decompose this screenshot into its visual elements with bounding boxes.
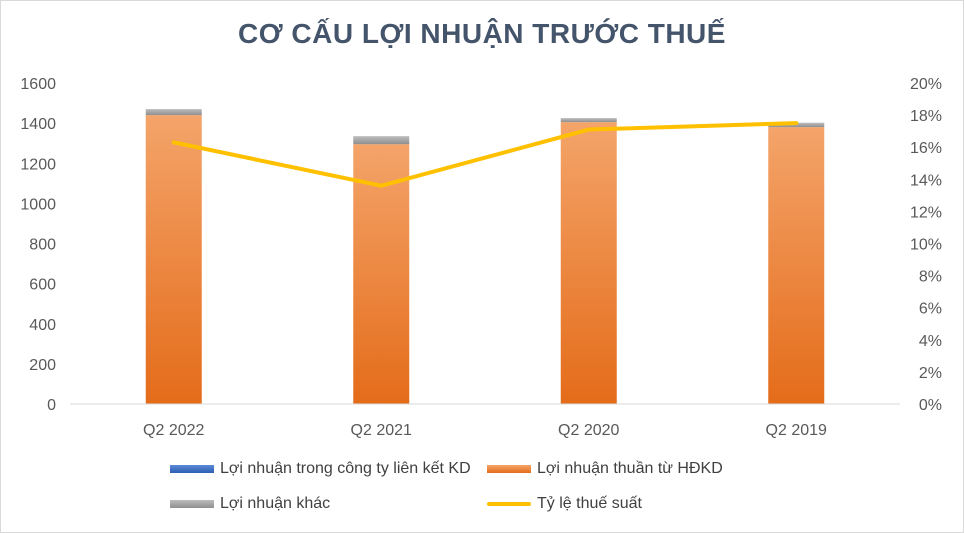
y-tick-label: 400 — [29, 317, 56, 334]
legend-label-other-profit: Lợi nhuận khác — [220, 495, 331, 512]
legend-item-tax-rate: Tỷ lệ thuế suất — [487, 495, 642, 513]
chart-title: CƠ CẤU LỢI NHUẬN TRƯỚC THUẾ — [238, 18, 726, 49]
bar-2-q2-2020 — [560, 118, 617, 123]
y2-tick-label: 12% — [910, 204, 942, 221]
legend-swatch-tax-rate — [487, 502, 531, 506]
bar-1-q2-2022 — [145, 115, 202, 404]
legend-item-operating-profit: Lợi nhuận thuần từ HĐKD — [487, 460, 723, 478]
y2-tick-label: 20% — [910, 76, 942, 93]
y2-tick-label: 2% — [919, 365, 942, 382]
bar-2-q2-2021 — [353, 136, 410, 145]
x-tick-label: Q2 2021 — [351, 422, 412, 439]
y-tick-label: 200 — [29, 357, 56, 374]
y-tick-label: 800 — [29, 237, 56, 254]
legend-item-other-profit: Lợi nhuận khác — [170, 495, 330, 513]
y2-tick-label: 10% — [910, 237, 942, 254]
y-tick-label: 0 — [47, 397, 56, 414]
y-tick-label: 600 — [29, 277, 56, 294]
y-tick-label: 1600 — [20, 76, 56, 93]
y-tick-label: 1200 — [20, 156, 56, 173]
legend-label-tax-rate: Tỷ lệ thuế suất — [537, 495, 642, 512]
x-tick-label: Q2 2022 — [143, 422, 204, 439]
legend-swatch-other-profit — [170, 500, 214, 508]
x-tick-label: Q2 2019 — [766, 422, 827, 439]
bar-2-q2-2022 — [145, 109, 202, 116]
legend-label-associates: Lợi nhuận trong công ty liên kết KD — [220, 460, 471, 477]
y2-tick-label: 4% — [919, 333, 942, 350]
y-tick-label: 1000 — [20, 196, 56, 213]
x-tick-label: Q2 2020 — [558, 422, 619, 439]
bar-1-q2-2020 — [560, 122, 617, 404]
y2-tick-label: 6% — [919, 301, 942, 318]
y2-tick-label: 8% — [919, 269, 942, 286]
legend-item-associates: Lợi nhuận trong công ty liên kết KD — [170, 460, 471, 478]
y2-tick-label: 18% — [910, 108, 942, 125]
legend-swatch-operating-profit — [487, 465, 531, 473]
tax-rate-line — [171, 121, 799, 188]
y2-tick-label: 0% — [919, 397, 942, 414]
bar-1-q2-2019 — [768, 127, 825, 404]
y-tick-label: 1400 — [20, 116, 56, 133]
legend-label-operating-profit: Lợi nhuận thuần từ HĐKD — [537, 460, 723, 477]
y2-tick-label: 14% — [910, 172, 942, 189]
y2-tick-label: 16% — [910, 140, 942, 157]
legend-swatch-associates — [170, 465, 214, 473]
